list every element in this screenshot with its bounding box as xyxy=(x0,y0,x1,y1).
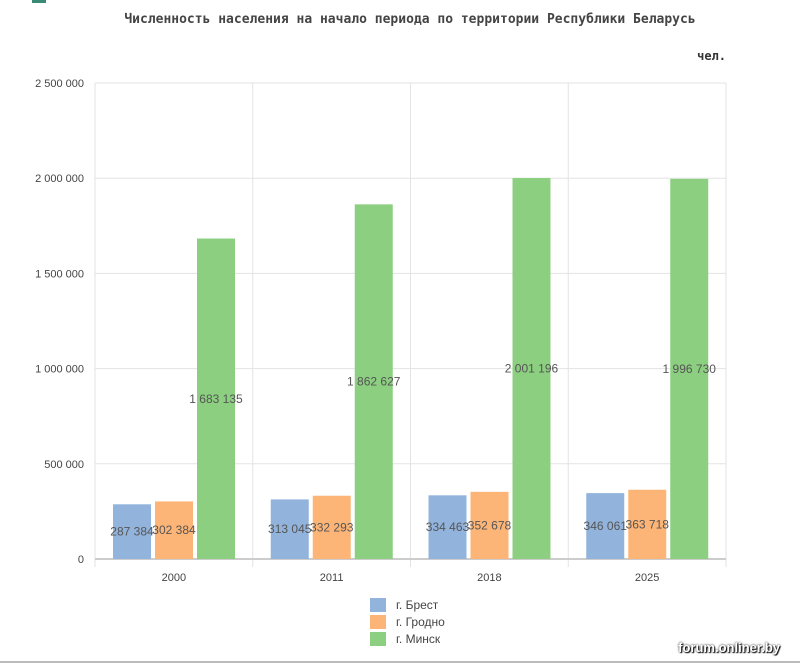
legend-item[interactable]: г. Гродно xyxy=(370,613,445,630)
bar xyxy=(270,499,309,559)
data-label: 313 045 xyxy=(268,522,312,536)
y-tick-label: 2 500 000 xyxy=(35,78,84,90)
divider xyxy=(0,661,800,663)
bar-chart: 0 500 000 1 000 000 1 500 000 2 000 000 2 500… xyxy=(35,78,727,584)
x-tick-label: 2018 xyxy=(477,572,501,584)
watermark: forum.onliner.by xyxy=(678,640,780,655)
data-label: 1 683 135 xyxy=(189,392,243,406)
legend-swatch xyxy=(370,597,386,612)
corner-mark xyxy=(32,0,46,3)
unit-label: чел. xyxy=(697,49,726,63)
legend-label: г. Гродно xyxy=(396,614,445,629)
y-tick-label: 500 000 xyxy=(44,459,84,471)
legend-swatch xyxy=(370,631,386,646)
y-tick-label: 2 000 000 xyxy=(35,173,84,185)
x-tick-label: 2025 xyxy=(635,572,659,584)
x-tick-label: 2011 xyxy=(320,572,344,584)
bar xyxy=(428,495,467,559)
data-label: 2 001 196 xyxy=(505,361,559,375)
y-tick-label: 0 xyxy=(78,554,84,566)
bar xyxy=(197,238,235,559)
bar xyxy=(586,493,625,559)
y-tick-label: 1 000 000 xyxy=(35,364,84,376)
bar xyxy=(155,501,193,559)
y-tick-label: 1 500 000 xyxy=(35,268,84,280)
data-label: 334 463 xyxy=(426,520,470,534)
data-label: 1 862 627 xyxy=(347,375,401,389)
x-tick-label: 2000 xyxy=(162,572,186,584)
data-label: 332 293 xyxy=(310,520,354,534)
data-label: 346 061 xyxy=(584,519,628,533)
bar xyxy=(470,491,509,559)
data-label: 363 718 xyxy=(626,517,670,531)
legend-item[interactable]: г. Брест xyxy=(370,596,445,613)
chart-title: Численность населения на начало периода … xyxy=(124,12,696,27)
legend-label: г. Брест xyxy=(396,597,439,612)
bar xyxy=(354,204,393,559)
bar xyxy=(113,504,151,559)
legend: г. Брест г. Гродно г. Минск xyxy=(370,596,445,647)
bar xyxy=(628,489,667,559)
data-label: 287 384 xyxy=(110,525,154,539)
data-label: 1 996 730 xyxy=(663,362,717,376)
data-label: 302 384 xyxy=(152,523,196,537)
legend-item[interactable]: г. Минск xyxy=(370,630,445,647)
bar xyxy=(512,177,551,559)
bar xyxy=(312,495,351,559)
data-label: 352 678 xyxy=(468,518,512,532)
bar xyxy=(670,178,709,559)
legend-label: г. Минск xyxy=(396,631,441,646)
legend-swatch xyxy=(370,614,386,629)
